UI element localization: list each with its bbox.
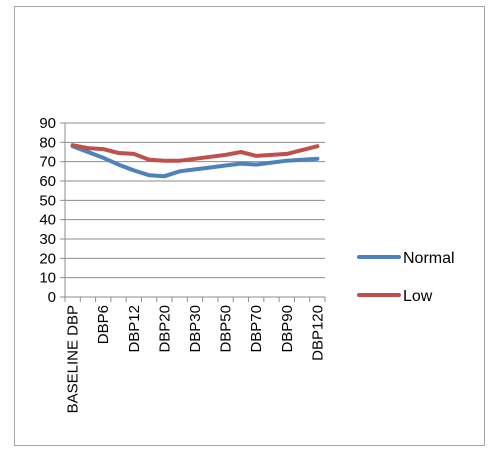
y-tick-label: 40 [39, 212, 56, 229]
legend-label-normal: Normal [403, 250, 455, 267]
y-tick-label: 10 [39, 270, 56, 287]
x-tick-label: DBP20 [156, 305, 173, 353]
x-tick-label: DBP12 [126, 305, 143, 353]
y-tick-label: 50 [39, 192, 56, 209]
x-tick-label: DBP50 [218, 305, 235, 353]
y-tick-label: 70 [39, 154, 56, 171]
x-tick-label: DBP90 [279, 305, 296, 353]
series-line-low [70, 143, 320, 163]
series-line-normal [70, 144, 320, 179]
x-tick-label: DBP30 [187, 305, 204, 353]
x-tick-label: DBP120 [309, 305, 326, 361]
y-tick-label: 90 [39, 115, 56, 132]
y-tick-label: 80 [39, 134, 56, 151]
x-tick-label: DBP6 [95, 305, 112, 344]
line-chart: 0 10 20 30 40 50 60 70 80 90 BASELINE DBP DBP6 DBP1… [39, 115, 455, 413]
x-tick-label: DBP70 [248, 305, 265, 353]
y-tick-label: 30 [39, 231, 56, 248]
x-tick-label: BASELINE DBP [65, 305, 82, 413]
y-tick-label: 0 [48, 289, 56, 306]
y-tick-label: 20 [39, 250, 56, 267]
chart-frame: 0 10 20 30 40 50 60 70 80 90 BASELINE DBP DBP6 DBP1… [14, 6, 485, 446]
y-tick-label: 60 [39, 173, 56, 190]
legend-label-low: Low [403, 288, 433, 305]
